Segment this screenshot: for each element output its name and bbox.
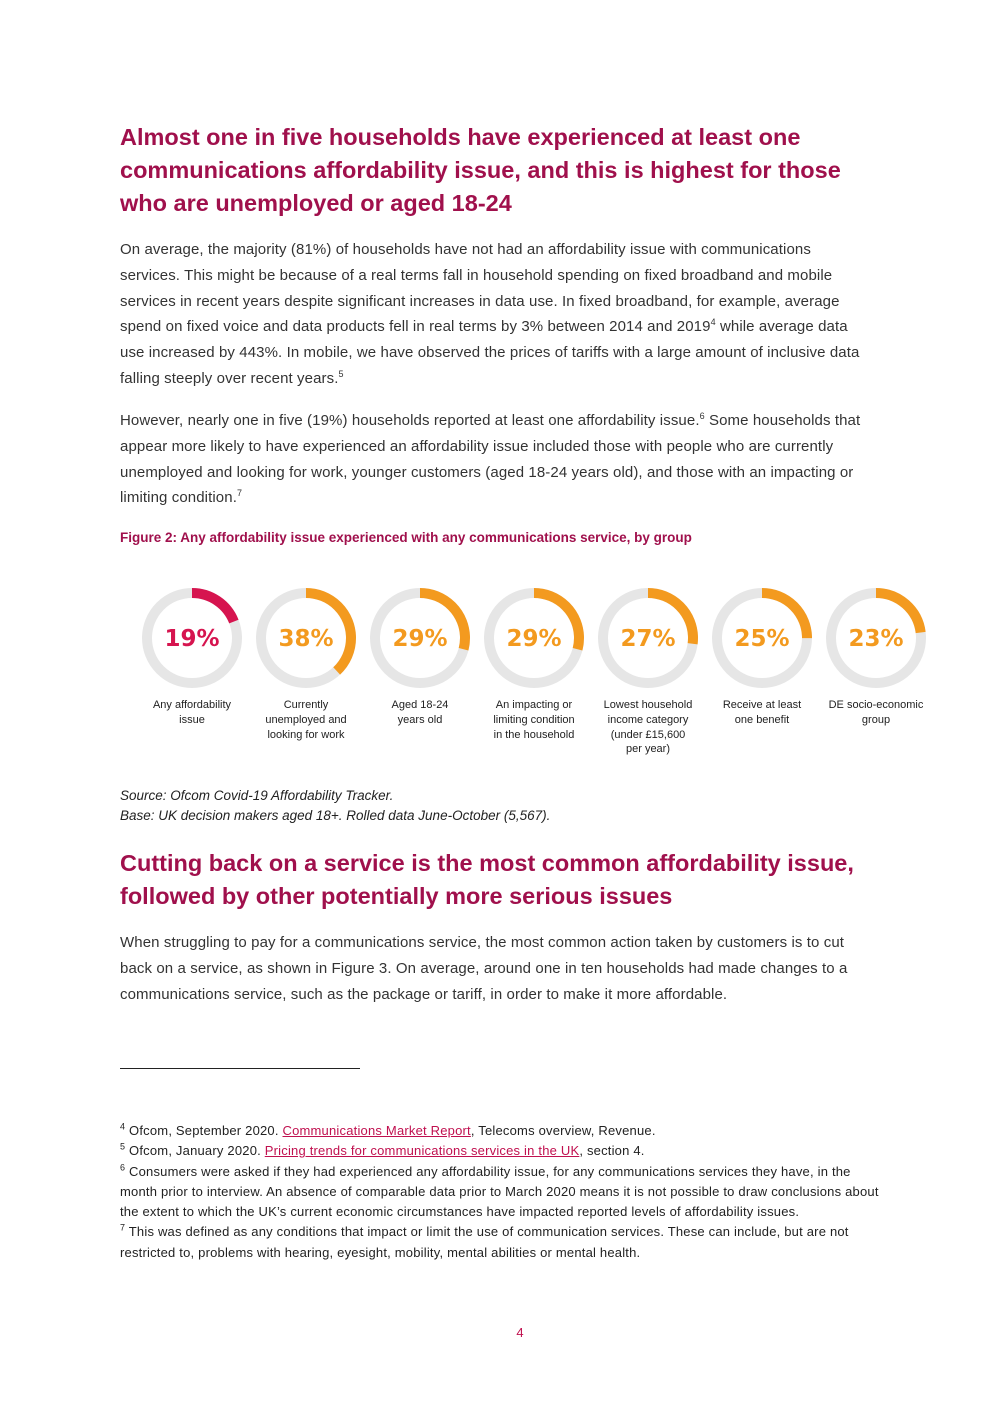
donut-item: 38% Currently unemployed and looking for wo… <box>249 586 363 742</box>
donut-segment <box>598 588 698 688</box>
donut-segment <box>484 588 584 688</box>
label-line: Receive at least <box>722 699 802 711</box>
label-line: Aged 18-24 <box>391 699 449 711</box>
figure-base: Base: UK decision makers aged 18+. Rolle… <box>120 808 551 823</box>
footnote-separator <box>120 1068 360 1069</box>
label-line: per year) <box>625 743 671 756</box>
donut: 23% <box>826 588 926 688</box>
donut-item: 29% An impacting or limiting condition in t… <box>477 586 591 742</box>
footnote-number: 6 <box>120 1162 126 1173</box>
donut-segment <box>712 588 812 688</box>
footnote-ref[interactable]: 5 <box>338 368 344 379</box>
footnote-ref[interactable]: 4 <box>710 317 716 328</box>
label-line: group <box>861 713 891 726</box>
footnote-link[interactable]: Pricing trends for communications servic… <box>264 1143 580 1159</box>
figure-caption-text: : Any affordability issue experienced wi… <box>172 530 692 545</box>
text: Some households that appear more likely … <box>120 412 861 507</box>
donut-value-label: 29% <box>506 626 561 652</box>
text: However, nearly one in five (19%) househ… <box>120 412 700 429</box>
donut-value-label: 29% <box>392 626 447 652</box>
footnote: 6 Consumers were asked if they had exper… <box>120 1162 879 1220</box>
donut: 19% <box>142 588 242 688</box>
figure-caption: Figure 2: Any affordability issue experi… <box>120 530 692 545</box>
footnote-number: 7 <box>120 1223 126 1234</box>
footnote-ref[interactable]: 6 <box>699 411 705 421</box>
label-line: issue <box>179 713 205 726</box>
footnote-ref[interactable]: 7 <box>236 488 243 499</box>
donut-item: 29% Aged 18-24 years old <box>363 586 477 728</box>
label-line: in the household <box>493 728 575 741</box>
donut-value-label: 27% <box>620 626 675 652</box>
label-line: Lowest household <box>603 699 693 711</box>
donut-item: 25% Receive at least one benefit <box>705 586 819 728</box>
donut-item: 23% DE socio-economic group <box>819 586 933 728</box>
donut-category-label: Currently unemployed and looking for work <box>249 698 363 742</box>
section-heading-cutting-back: Cutting back on a service is the most co… <box>120 850 854 909</box>
donut-item: 19% Any affordability issue <box>135 586 249 728</box>
donut: 27% <box>598 588 698 688</box>
text: On average, the majority (81%) of househ… <box>120 241 840 336</box>
footnote: 5 Ofcom, January 2020. Pricing trends fo… <box>120 1141 645 1159</box>
figure-number: Figure 2 <box>120 530 173 545</box>
footnote-number: 5 <box>120 1141 126 1152</box>
page-number: 4 <box>516 1325 524 1340</box>
label-line: An impacting or <box>495 699 573 711</box>
donut-category-label: Any affordability issue <box>135 698 249 728</box>
donut-value-label: 19% <box>164 626 219 652</box>
label-line: (under £15,600 <box>610 728 686 741</box>
footnote-link[interactable]: Communications Market Report <box>282 1123 471 1138</box>
donut: 29% <box>484 588 584 688</box>
label-line: income category <box>607 713 689 726</box>
donut: 29% <box>370 588 470 688</box>
donut-segment <box>370 588 470 688</box>
donut-segment <box>826 588 926 688</box>
text: while average data use increased by 443%… <box>120 318 860 387</box>
label-line: one benefit <box>734 713 790 726</box>
paragraph-one-in-five: However, nearly one in five (19%) househ… <box>120 408 868 511</box>
figure-source: Source: Ofcom Covid-19 Affordability Tra… <box>120 788 394 803</box>
label-line: looking for work <box>267 728 345 741</box>
donut-segment <box>142 588 242 688</box>
label-line: limiting condition <box>493 713 575 726</box>
donut-value-label: 23% <box>848 626 903 652</box>
paragraph-cutting-back: When struggling to pay for a communicati… <box>120 934 848 1003</box>
donut-value-label: 38% <box>278 626 333 652</box>
donut-category-label: Receive at least one benefit <box>705 698 819 728</box>
section-heading-affordability: Almost one in five households have exper… <box>120 124 841 216</box>
label-line: Currently <box>283 699 329 711</box>
donut-category-label: An impacting or limiting condition in the … <box>477 698 591 742</box>
footnote: 7 This was defined as any conditions tha… <box>120 1223 849 1260</box>
donut-category-label: DE socio-economic group <box>819 698 933 728</box>
donut-value-label: 25% <box>734 626 789 652</box>
label-line: DE socio-economic <box>828 699 924 711</box>
donut: 38% <box>256 588 356 688</box>
paragraph-average: On average, the majority (81%) of househ… <box>120 237 868 392</box>
footnote: 4 Ofcom, September 2020. Communications … <box>120 1121 656 1138</box>
label-line: years old <box>397 713 443 726</box>
donut-item: 27% Lowest household income category (under… <box>591 586 705 757</box>
footnote-number: 4 <box>120 1121 126 1132</box>
donut-category-label: Aged 18-24 years old <box>363 698 477 728</box>
footnotes: 4 Ofcom, September 2020. Communications … <box>120 1121 880 1263</box>
label-line: unemployed and <box>265 713 347 726</box>
donut-category-label: Lowest household income category (under £1… <box>591 698 705 757</box>
donut: 25% <box>712 588 812 688</box>
donut-segment <box>256 588 356 688</box>
label-line: Any affordability <box>152 699 232 711</box>
